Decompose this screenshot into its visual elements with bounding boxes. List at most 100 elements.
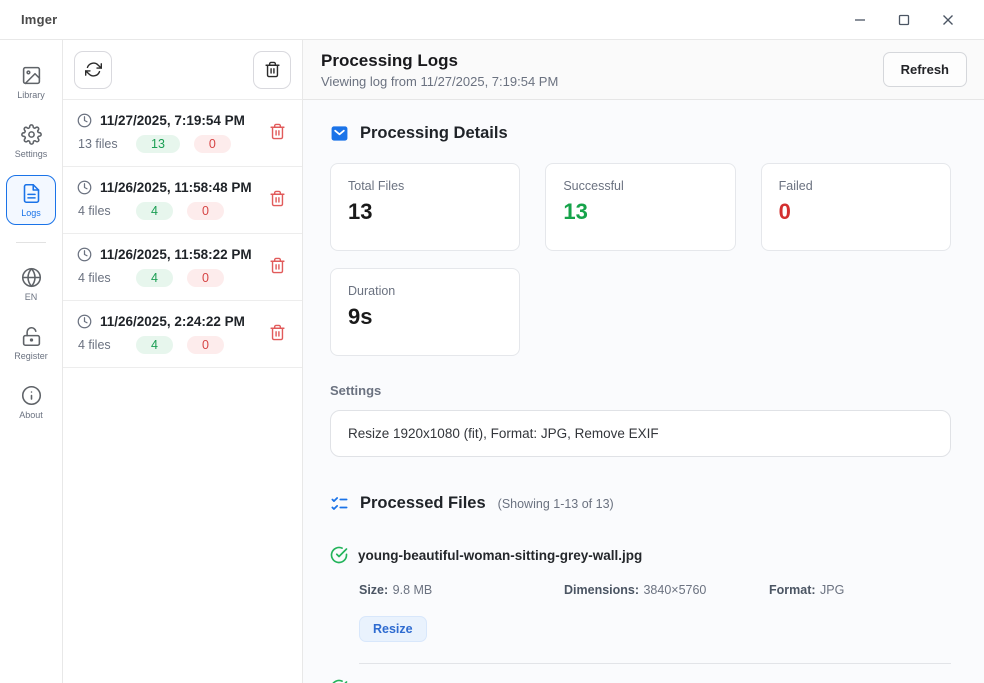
stat-card-total-files: Total Files 13 [330,163,521,251]
failed-count-badge: 0 [193,135,231,153]
failed-count-badge: 0 [186,336,224,354]
file-entry-partial: young-beautiful-woman-sitting-grey-wall.… [330,679,951,683]
image-icon [22,66,40,85]
clock-icon [77,247,92,262]
unlock-icon [22,326,40,347]
delete-log-button[interactable] [265,119,290,147]
settings-label: Settings [330,383,382,398]
stat-card-successful: Successful 13 [545,163,736,251]
refresh-icon [84,62,102,77]
log-entry-date: 11/27/2025, 7:19:54 PM [100,113,245,128]
minimize-button[interactable] [838,0,882,39]
resize-tag: Resize [359,616,427,642]
log-entry[interactable]: 11/26/2025, 11:58:22 PM 4 files 4 0 [63,234,302,301]
sidebar-item-library[interactable]: Library [6,57,56,107]
log-entry-date: 11/26/2025, 11:58:48 PM [100,180,252,195]
stat-value: 0 [778,199,791,224]
file-name: young-beautiful-woman-sitting-grey-wall.… [358,547,643,563]
sidebar-item-language[interactable]: EN [6,259,56,309]
settings-summary: Resize 1920x1080 (fit), Format: JPG, Rem… [330,410,951,457]
success-count-badge: 4 [136,336,173,354]
failed-count-badge: 0 [186,269,224,287]
maximize-button[interactable] [882,0,926,39]
sidebar-item-about[interactable]: About [6,377,56,427]
sidebar-item-settings[interactable]: Settings [6,116,56,166]
log-entry-file-count: 4 files [78,271,111,285]
main-header: Processing Logs Viewing log from 11/27/2… [303,40,984,100]
file-meta: Size: 9.8 MB Dimensions: 3840×5760 Forma… [359,581,951,599]
main-content: Processing Logs Viewing log from 11/27/2… [303,40,984,683]
log-list-panel: 11/27/2025, 7:19:54 PM 13 files 13 0 [63,40,303,683]
sidebar-item-label: EN [24,292,38,302]
sidebar-item-logs[interactable]: Logs [6,175,56,225]
close-icon [943,14,953,25]
stat-value: 13 [563,199,588,224]
delete-log-button[interactable] [265,186,290,214]
success-count-badge: 4 [136,269,173,287]
refresh-logs-button[interactable] [74,50,112,89]
file-text-icon [23,183,39,204]
processed-files-heading: Processed Files (Showing 1-13 of 13) [330,494,951,513]
log-entry-date: 11/26/2025, 2:24:22 PM [100,314,245,329]
file-divider [359,663,951,664]
refresh-button[interactable]: Refresh [882,52,967,87]
file-tags: Resize [359,616,951,642]
close-button[interactable] [926,0,970,39]
gear-icon [20,124,42,145]
stat-value: 13 [348,199,373,224]
file-dimensions: Dimensions: 3840×5760 [564,583,707,597]
stat-card-duration: Duration 9s [330,268,521,356]
globe-icon [21,267,41,288]
stats-grid: Total Files 13 Successful 13 Failed 0 Du… [330,163,951,356]
sidebar-divider [16,242,46,243]
trash-icon [264,61,280,78]
stat-label: Duration [348,284,396,298]
minimize-icon [855,18,865,21]
trash-icon [270,257,285,274]
delete-all-logs-button[interactable] [253,50,291,89]
showing-range: (Showing 1-13 of 13) [497,496,614,511]
stat-card-failed: Failed 0 [760,163,951,251]
page-title: Processing Logs [321,50,458,70]
failed-count-badge: 0 [186,202,224,220]
file-size: Size: 9.8 MB [359,583,433,597]
window-controls [838,0,984,39]
log-entry-file-count: 4 files [78,338,111,352]
stat-label: Failed [778,179,813,193]
log-entry-file-count: 13 files [78,137,118,151]
delete-log-button[interactable] [265,253,290,281]
sidebar-item-label: Logs [21,208,41,218]
section-title: Processed Files [360,494,486,512]
nav-sidebar: Library Settings Logs EN Register Abou [0,40,63,683]
log-detail-scroll-area[interactable]: Processing Details Total Files 13 Succes… [303,100,984,683]
success-count-badge: 13 [136,135,180,153]
log-list-toolbar [63,40,302,100]
delete-log-button[interactable] [265,320,290,348]
stat-label: Successful [563,179,624,193]
log-entry[interactable]: 11/26/2025, 2:24:22 PM 4 files 4 0 [63,301,302,368]
check-circle-icon [330,546,348,564]
sidebar-item-label: Library [17,90,45,100]
sidebar-item-label: Register [14,351,48,361]
app-title: Imger [21,12,58,27]
processing-details-heading: Processing Details [330,124,951,143]
log-entry-date: 11/26/2025, 11:58:22 PM [100,247,252,262]
clock-icon [77,314,92,329]
check-circle-icon [332,679,348,683]
file-entry: young-beautiful-woman-sitting-grey-wall.… [330,546,951,642]
mail-icon [331,126,348,141]
trash-icon [270,324,285,341]
stat-label: Total Files [348,179,405,193]
section-title: Processing Details [360,124,508,142]
trash-icon [270,123,285,140]
log-entry[interactable]: 11/27/2025, 7:19:54 PM 13 files 13 0 [63,100,302,167]
sidebar-item-register[interactable]: Register [6,318,56,368]
info-icon [21,385,41,406]
sidebar-item-label: About [19,410,43,420]
log-entry[interactable]: 11/26/2025, 11:58:48 PM 4 files 4 0 [63,167,302,234]
success-count-badge: 4 [136,202,173,220]
clock-icon [77,113,92,128]
maximize-icon [898,14,910,25]
file-format: Format: JPG [769,583,845,597]
